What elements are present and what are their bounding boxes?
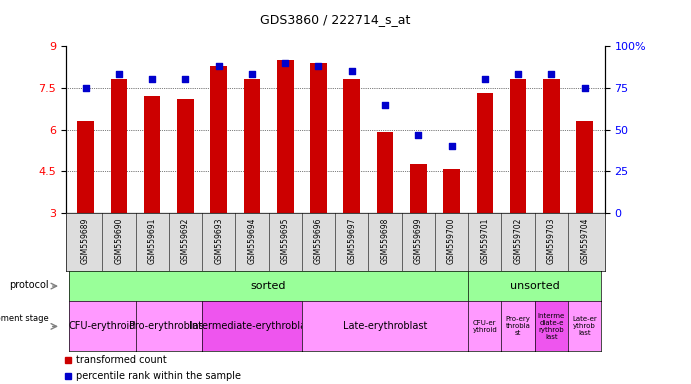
Text: GSM559698: GSM559698 xyxy=(381,218,390,264)
Text: GSM559701: GSM559701 xyxy=(480,218,489,264)
Bar xyxy=(443,169,460,213)
Text: GSM559695: GSM559695 xyxy=(281,218,290,264)
Text: GSM559702: GSM559702 xyxy=(513,218,522,264)
Text: GDS3860 / 222714_s_at: GDS3860 / 222714_s_at xyxy=(260,13,410,26)
Text: GSM559696: GSM559696 xyxy=(314,218,323,264)
Bar xyxy=(77,121,94,213)
Text: percentile rank within the sample: percentile rank within the sample xyxy=(77,371,241,381)
Point xyxy=(513,71,524,78)
Text: GSM559703: GSM559703 xyxy=(547,218,556,264)
Point xyxy=(579,85,590,91)
Text: Intermediate-erythroblast: Intermediate-erythroblast xyxy=(189,321,315,331)
Bar xyxy=(310,63,327,213)
Bar xyxy=(277,60,294,213)
Text: transformed count: transformed count xyxy=(77,354,167,364)
Point xyxy=(113,71,124,78)
Point xyxy=(413,132,424,138)
Text: sorted: sorted xyxy=(251,281,286,291)
Text: GSM559693: GSM559693 xyxy=(214,218,223,264)
Bar xyxy=(210,66,227,213)
Text: GSM559697: GSM559697 xyxy=(348,218,357,264)
Point xyxy=(346,68,357,74)
Bar xyxy=(576,121,593,213)
Bar xyxy=(177,99,193,213)
Text: GSM559692: GSM559692 xyxy=(181,218,190,264)
Text: protocol: protocol xyxy=(9,280,48,290)
Text: CFU-erythroid: CFU-erythroid xyxy=(68,321,136,331)
Text: Late-er
ythrob
last: Late-er ythrob last xyxy=(572,316,597,336)
Text: GSM559699: GSM559699 xyxy=(414,218,423,264)
Text: unsorted: unsorted xyxy=(510,281,560,291)
Text: GSM559694: GSM559694 xyxy=(247,218,256,264)
Point xyxy=(146,76,158,83)
Point xyxy=(313,63,324,69)
Bar xyxy=(477,93,493,213)
Bar xyxy=(510,79,527,213)
Point xyxy=(213,63,224,69)
Point xyxy=(247,71,258,78)
Text: GSM559691: GSM559691 xyxy=(148,218,157,264)
Bar xyxy=(244,79,261,213)
Bar xyxy=(410,164,426,213)
Bar xyxy=(377,132,393,213)
Text: Pro-erythroblast: Pro-erythroblast xyxy=(129,321,208,331)
Text: GSM559689: GSM559689 xyxy=(81,218,90,264)
Text: Late-erythroblast: Late-erythroblast xyxy=(343,321,427,331)
Point xyxy=(180,76,191,83)
Bar xyxy=(343,79,360,213)
Text: GSM559704: GSM559704 xyxy=(580,218,589,264)
Point xyxy=(379,101,390,108)
Point xyxy=(546,71,557,78)
Point xyxy=(80,85,91,91)
Bar xyxy=(111,79,127,213)
Text: Interme
diate-e
rythrob
last: Interme diate-e rythrob last xyxy=(538,313,565,340)
Point xyxy=(280,60,291,66)
Text: GSM559690: GSM559690 xyxy=(115,218,124,264)
Bar xyxy=(144,96,160,213)
Text: Pro-ery
throbla
st: Pro-ery throbla st xyxy=(506,316,531,336)
Text: development stage: development stage xyxy=(0,314,48,323)
Bar xyxy=(543,79,560,213)
Point xyxy=(446,143,457,149)
Point xyxy=(480,76,491,83)
Text: CFU-er
ythroid: CFU-er ythroid xyxy=(473,320,498,333)
Text: GSM559700: GSM559700 xyxy=(447,218,456,264)
